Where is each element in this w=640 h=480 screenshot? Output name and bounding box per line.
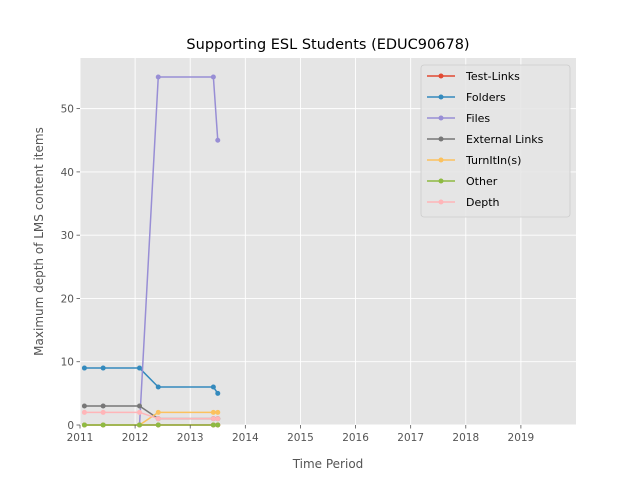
x-tick-label: 2019 — [508, 432, 535, 444]
legend-marker — [438, 73, 444, 79]
data-point — [100, 365, 106, 371]
legend: Test-Links Folders Files External Links Turn… — [420, 64, 571, 218]
ticks: 2011 2012 2013 2014 2015 2016 2017 2018 2019 0 10 2… — [61, 104, 535, 444]
y-tick-label: 10 — [61, 357, 74, 369]
legend-item: Files — [427, 112, 490, 125]
legend-marker — [438, 199, 444, 205]
y-axis-label: Maximum depth of LMS content items — [32, 127, 46, 356]
data-point — [100, 422, 106, 428]
x-tick-label: 2016 — [342, 432, 369, 444]
legend-label: Other — [466, 175, 498, 188]
data-point — [215, 416, 221, 422]
data-point — [81, 403, 87, 409]
series-folders — [81, 365, 221, 396]
data-point — [137, 365, 143, 371]
legend-label: Depth — [466, 196, 500, 209]
series-depth — [81, 409, 221, 422]
y-tick-label: 20 — [61, 293, 74, 305]
data-point — [155, 416, 161, 422]
legend-marker — [438, 115, 444, 121]
data-point — [155, 384, 161, 390]
data-point — [137, 422, 143, 428]
data-point — [81, 409, 87, 415]
legend-label: External Links — [466, 133, 544, 146]
legend-marker — [438, 178, 444, 184]
x-tick-label: 2012 — [122, 432, 149, 444]
data-point — [155, 74, 161, 80]
legend-marker — [438, 136, 444, 142]
data-point — [210, 74, 216, 80]
legend-label: Files — [466, 112, 490, 125]
legend-item: Folders — [427, 91, 506, 104]
data-point — [155, 422, 161, 428]
x-tick-label: 2015 — [287, 432, 314, 444]
data-point — [215, 409, 221, 415]
data-point — [155, 409, 161, 415]
grid — [79, 58, 576, 426]
legend-box — [420, 64, 571, 218]
data-point — [100, 409, 106, 415]
legend-item: External Links — [427, 133, 544, 146]
data-point — [210, 416, 216, 422]
legend-marker — [438, 157, 444, 163]
legend-label: TurnItIn(s) — [465, 154, 521, 167]
data-point — [81, 365, 87, 371]
x-tick-label: 2014 — [232, 432, 259, 444]
data-point — [210, 384, 216, 390]
data-point — [81, 422, 87, 428]
series-other — [81, 422, 221, 428]
legend-item: Other — [427, 175, 498, 188]
data-point — [210, 409, 216, 415]
series-layer — [81, 74, 221, 428]
x-tick-label: 2017 — [397, 432, 424, 444]
x-tick-label: 2013 — [177, 432, 204, 444]
x-tick-label: 2011 — [67, 432, 94, 444]
chart-title: Supporting ESL Students (EDUC90678) — [186, 37, 469, 53]
legend-item: Test-Links — [427, 70, 520, 83]
data-point — [215, 137, 221, 143]
data-point — [137, 409, 143, 415]
y-tick-label: 50 — [61, 104, 74, 116]
data-point — [100, 403, 106, 409]
x-tick-label: 2018 — [452, 432, 479, 444]
legend-item: Depth — [427, 196, 500, 209]
legend-marker — [438, 94, 444, 100]
data-point — [215, 390, 221, 396]
data-point — [137, 403, 143, 409]
data-point — [210, 422, 216, 428]
legend-item: TurnItIn(s) — [427, 154, 521, 167]
legend-label: Test-Links — [465, 70, 520, 83]
legend-label: Folders — [466, 91, 506, 104]
x-axis-label: Time Period — [292, 457, 364, 471]
data-point — [215, 422, 221, 428]
y-tick-label: 30 — [61, 230, 74, 242]
y-tick-label: 40 — [61, 167, 74, 179]
y-tick-label: 0 — [67, 420, 74, 432]
